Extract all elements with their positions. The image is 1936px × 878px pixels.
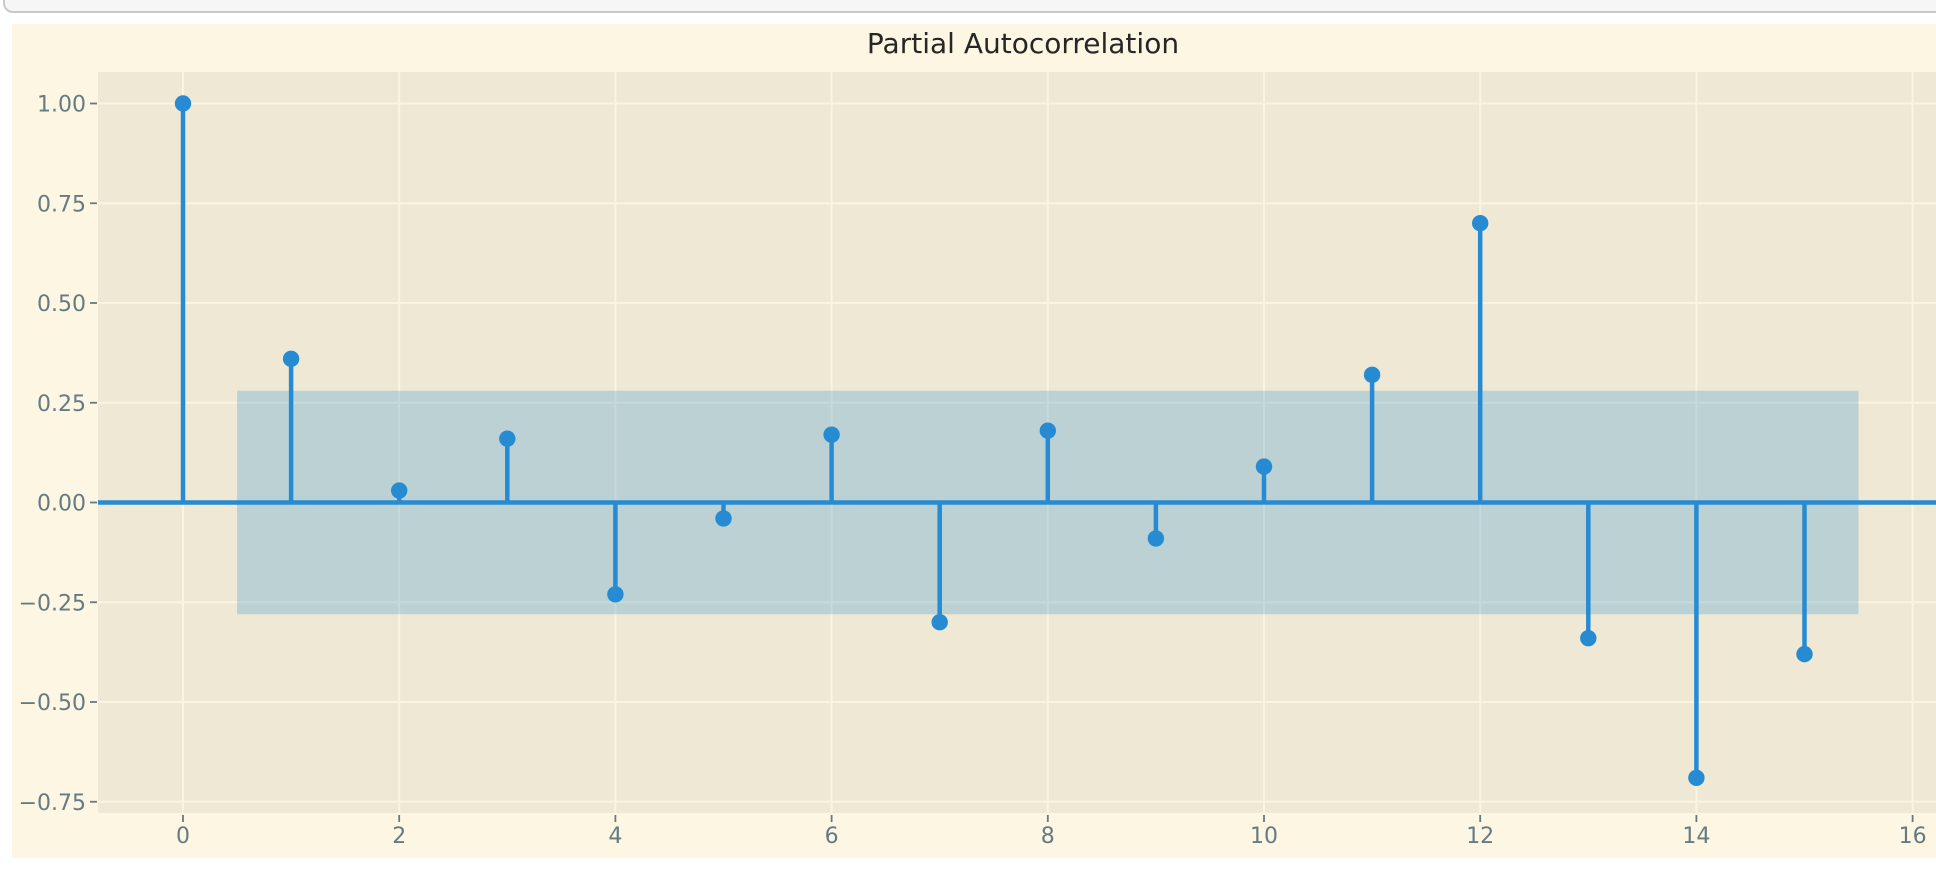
stem-marker [174, 95, 192, 112]
chart-title: Partial Autocorrelation [867, 27, 1179, 60]
stem-marker [1255, 458, 1273, 475]
x-tick-label: 6 [825, 824, 839, 849]
stem-marker [1039, 422, 1057, 439]
y-tick-label: −0.50 [19, 691, 86, 716]
x-tick-label: 10 [1250, 824, 1278, 849]
stem-marker [1363, 366, 1381, 384]
x-tick-label: 2 [392, 824, 406, 849]
y-tick-label: 0.75 [37, 192, 86, 217]
x-tick-label: 8 [1041, 824, 1055, 849]
x-tick-labels: 0 2 4 6 8 10 12 14 16 [176, 824, 1927, 849]
stem-marker [715, 510, 732, 527]
stem-marker [823, 426, 840, 443]
stem-marker [931, 614, 948, 631]
stem-marker [1472, 215, 1489, 232]
y-tick-label: 0.50 [37, 292, 86, 317]
x-tick-label: 16 [1899, 824, 1927, 849]
stem-marker [282, 350, 300, 368]
y-tick-label: 0.00 [37, 492, 86, 517]
figure-canvas: 0 2 4 6 8 10 12 14 16 1.00 0.75 0.50 0.25 0.00 −0.25 −0… [12, 24, 1936, 858]
x-tick-label: 4 [608, 824, 622, 849]
plot-area [98, 72, 1936, 813]
address-bar-remnant[interactable] [3, 0, 1936, 13]
stems [174, 95, 1813, 787]
y-tick-label: 0.25 [37, 392, 86, 417]
axes-background [98, 72, 1936, 813]
tick-marks [90, 102, 1914, 822]
x-tick-label: 14 [1682, 824, 1710, 849]
stem-marker [1796, 645, 1813, 663]
y-tick-label: −0.25 [19, 591, 86, 616]
stem-marker [607, 586, 624, 603]
stem-marker [1688, 769, 1705, 787]
stem-marker [391, 482, 408, 499]
stem-marker [499, 430, 516, 447]
x-tick-label: 12 [1466, 824, 1494, 849]
pacf-chart: 0 2 4 6 8 10 12 14 16 1.00 0.75 0.50 0.25 0.00 −0.25 −0… [12, 24, 1936, 858]
stem-marker [1580, 629, 1597, 647]
y-tick-labels: 1.00 0.75 0.50 0.25 0.00 −0.25 −0.50 −0.75 [19, 93, 86, 816]
y-tick-label: −0.75 [19, 791, 86, 816]
x-tick-label: 0 [176, 824, 190, 849]
y-tick-label: 1.00 [37, 93, 86, 118]
stem-marker [1147, 530, 1165, 547]
